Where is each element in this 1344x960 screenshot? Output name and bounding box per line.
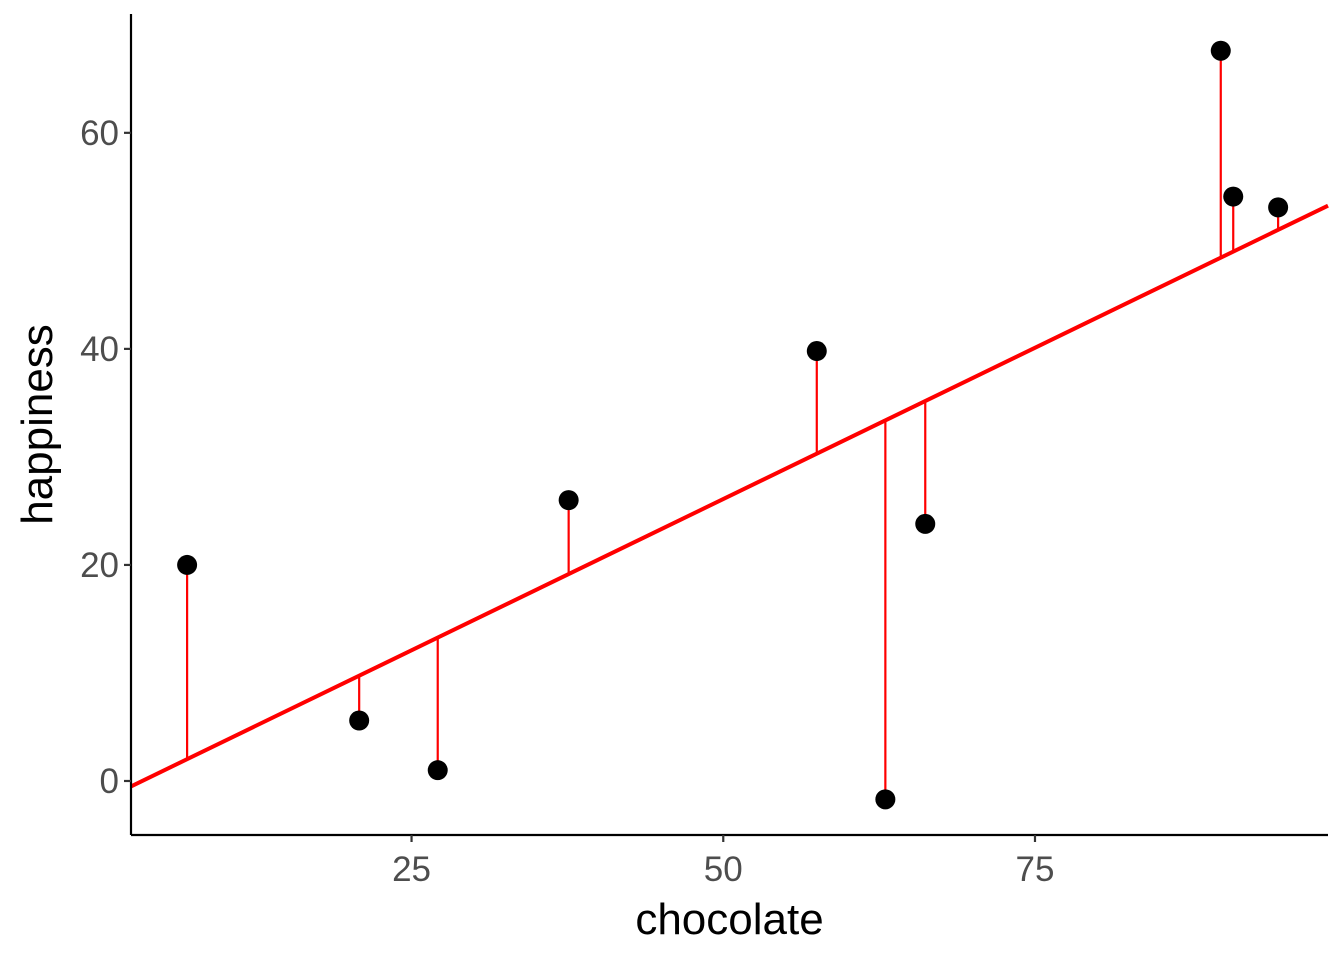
y-tick-label-40: 40 xyxy=(80,330,119,369)
x-axis-ticks: 25 50 75 xyxy=(392,835,1054,889)
x-axis-title: chocolate xyxy=(635,895,823,944)
y-axis-title: happiness xyxy=(13,324,62,525)
data-point-6 xyxy=(875,789,896,810)
data-point-5 xyxy=(806,341,827,362)
y-axis-ticks: 0 20 40 60 xyxy=(80,114,131,801)
data-point-8 xyxy=(1210,40,1231,61)
data-point-1 xyxy=(177,554,198,575)
data-point-3 xyxy=(427,760,448,781)
fit-line xyxy=(130,203,1329,789)
data-point-4 xyxy=(558,490,579,511)
data-point-9 xyxy=(1223,186,1244,207)
y-tick-label-20: 20 xyxy=(80,546,119,585)
data-point-7 xyxy=(915,513,936,534)
data-points xyxy=(177,40,1289,810)
x-tick-label-50: 50 xyxy=(704,850,743,889)
data-point-10 xyxy=(1268,197,1289,218)
x-tick-label-25: 25 xyxy=(392,850,431,889)
x-tick-label-75: 75 xyxy=(1016,850,1055,889)
residual-lines xyxy=(186,50,1280,800)
data-point-2 xyxy=(349,710,370,731)
y-tick-label-60: 60 xyxy=(80,114,119,153)
y-tick-label-0: 0 xyxy=(100,762,119,801)
